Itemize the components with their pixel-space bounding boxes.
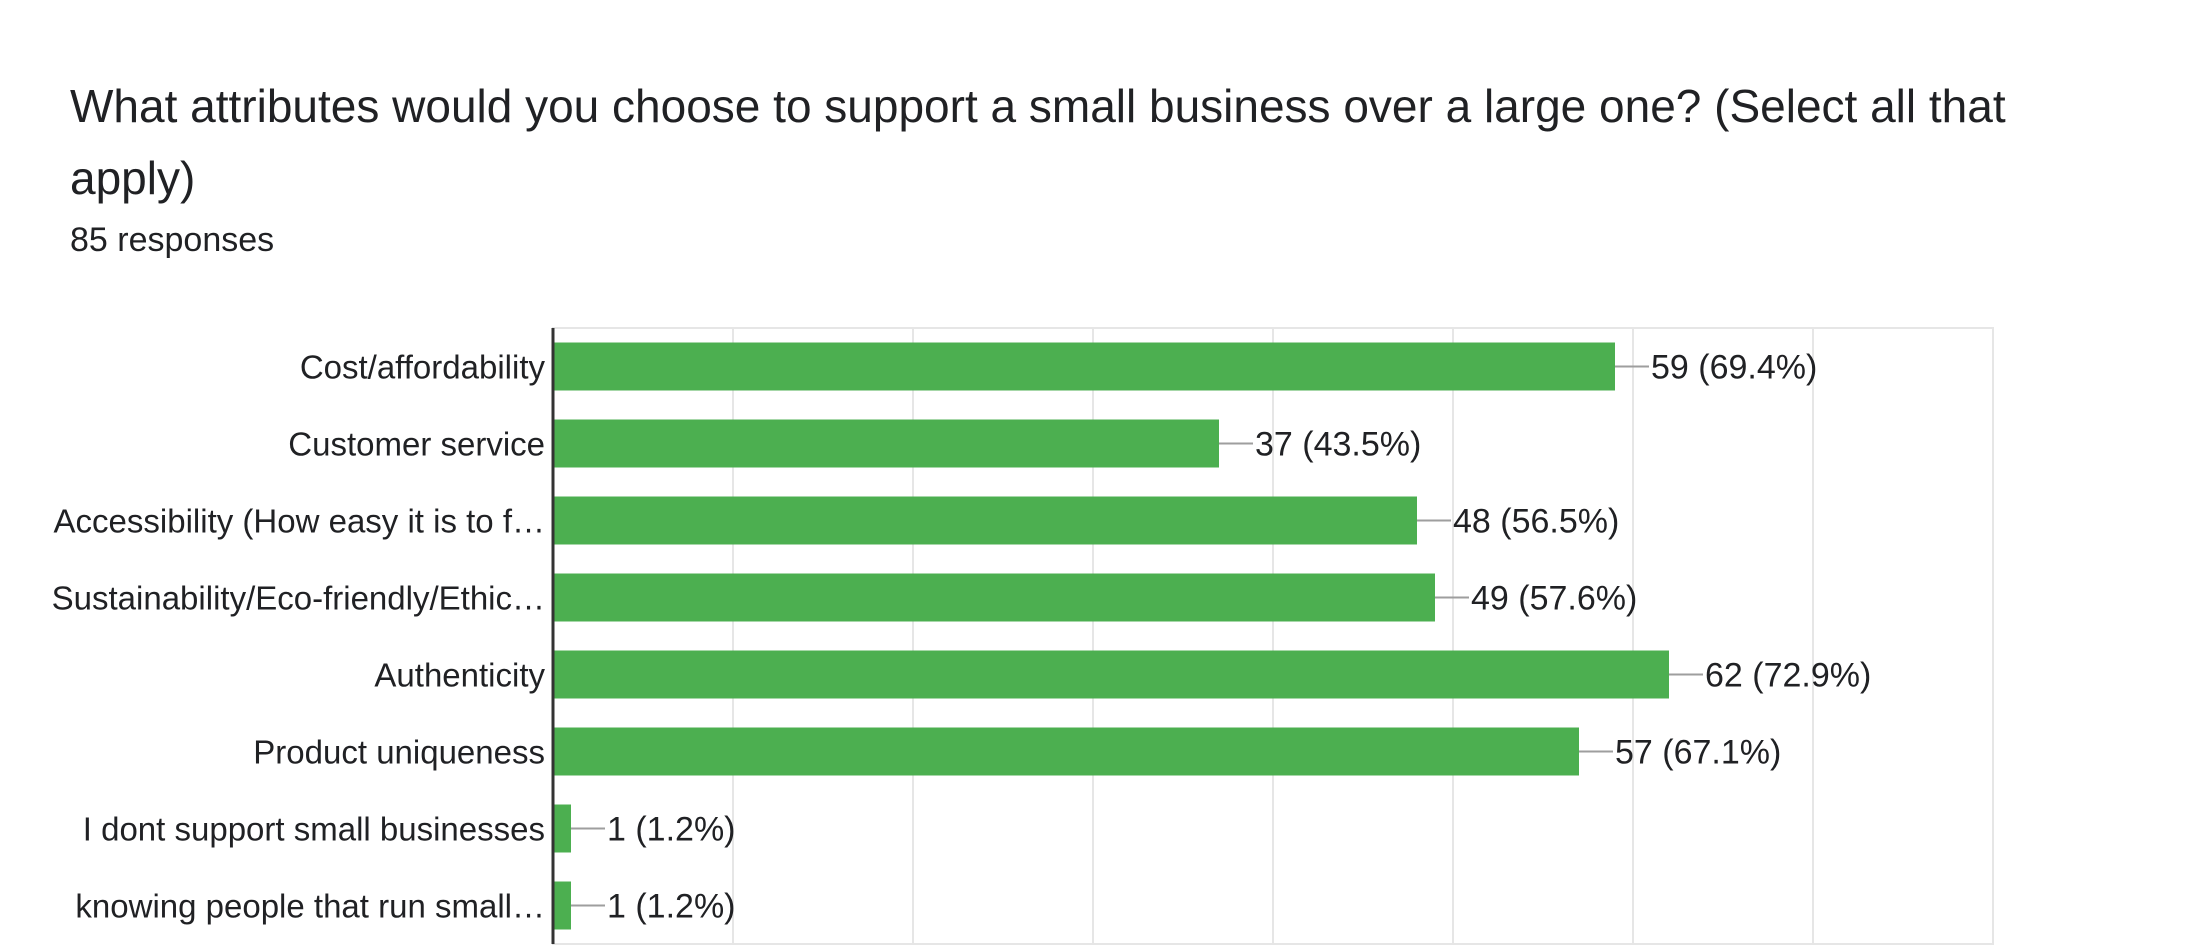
bar[interactable] (553, 573, 1435, 622)
category-label: Authenticity (374, 657, 545, 694)
category-label: I dont support small businesses (83, 811, 545, 848)
bar[interactable] (553, 727, 1579, 776)
label-layer: Cost/affordability 59 (69.4%) Customer ser… (52, 349, 1872, 926)
data-label: 1 (1.2%) (607, 811, 736, 849)
data-label: 49 (57.6%) (1471, 580, 1637, 618)
data-label: 59 (69.4%) (1651, 349, 1817, 387)
category-label: Accessibility (How easy it is to f… (54, 503, 545, 540)
data-label: 37 (43.5%) (1255, 426, 1421, 464)
bar[interactable] (553, 650, 1669, 699)
data-label: 1 (1.2%) (607, 888, 736, 926)
bar[interactable] (553, 804, 571, 853)
bar-layer (553, 342, 1669, 930)
bar[interactable] (553, 342, 1615, 391)
bar[interactable] (553, 496, 1417, 545)
category-label: knowing people that run small… (75, 888, 545, 925)
question-title: What attributes would you choose to supp… (70, 80, 2006, 204)
response-count: 85 responses (70, 221, 275, 259)
data-label: 48 (56.5%) (1453, 503, 1619, 541)
category-label: Sustainability/Eco-friendly/Ethic… (52, 580, 545, 617)
data-label: 57 (67.1%) (1615, 734, 1781, 772)
bar[interactable] (553, 881, 571, 930)
bar[interactable] (553, 419, 1219, 468)
category-label: Customer service (288, 426, 545, 463)
category-label: Product uniqueness (253, 734, 545, 771)
data-label: 62 (72.9%) (1705, 657, 1871, 695)
category-label: Cost/affordability (300, 349, 546, 386)
